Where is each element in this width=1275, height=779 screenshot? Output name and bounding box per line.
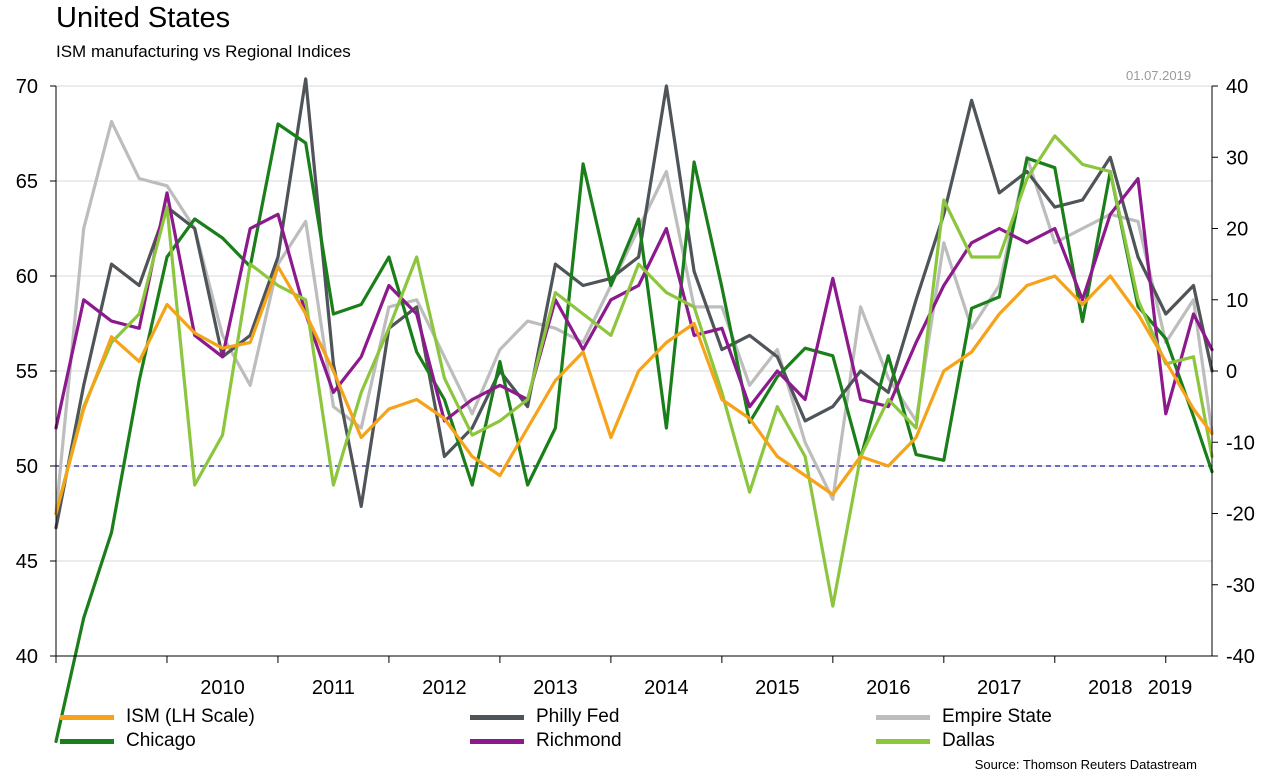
legend-label: Philly Fed xyxy=(536,706,620,727)
legend-label: ISM (LH Scale) xyxy=(126,706,255,727)
y-right-tick-label: 40 xyxy=(1226,76,1248,98)
legend-label: Richmond xyxy=(536,730,622,751)
y-left-tick-label: 70 xyxy=(16,76,38,98)
y-right-tick-label: -10 xyxy=(1226,432,1255,454)
legend-item: ISM (LH Scale) xyxy=(60,706,255,728)
legend-swatch xyxy=(470,714,524,720)
y-right-tick-label: 20 xyxy=(1226,219,1248,241)
x-tick-label: 2013 xyxy=(533,677,578,699)
y-left-tick-label: 50 xyxy=(16,456,38,478)
y-right-tick-label: -30 xyxy=(1226,575,1255,597)
chart-title: United States xyxy=(56,2,231,34)
legend-item: Richmond xyxy=(470,730,622,752)
y-left-tick-label: 55 xyxy=(16,361,38,383)
x-tick-label: 2016 xyxy=(866,677,911,699)
x-tick-label: 2019 xyxy=(1148,677,1193,699)
x-tick-label: 2014 xyxy=(644,677,689,699)
y-left-tick-label: 40 xyxy=(16,646,38,668)
legend-item: Philly Fed xyxy=(470,706,619,728)
x-tick-label: 2017 xyxy=(977,677,1022,699)
y-right-tick-label: -40 xyxy=(1226,646,1255,668)
x-tick-label: 2018 xyxy=(1088,677,1133,699)
series-line-richmond xyxy=(54,177,1214,430)
source-note: Source: Thomson Reuters Datastream xyxy=(974,757,1197,772)
legend-label: Chicago xyxy=(126,730,196,751)
legend-swatch xyxy=(470,738,524,744)
y-right-tick-label: -20 xyxy=(1226,504,1255,526)
legend-item: Dallas xyxy=(876,730,995,752)
y-left-tick-label: 45 xyxy=(16,551,38,573)
x-tick-label: 2015 xyxy=(755,677,800,699)
y-right-tick-label: 30 xyxy=(1226,147,1248,169)
legend-item: Chicago xyxy=(60,730,196,752)
chart-date: 01.07.2019 xyxy=(1126,68,1192,83)
y-left-tick-label: 60 xyxy=(16,266,38,288)
legend-item: Empire State xyxy=(876,706,1052,728)
legend-swatch xyxy=(60,714,114,720)
legend-label: Dallas xyxy=(942,730,995,751)
legend-swatch xyxy=(876,714,930,720)
y-right-tick-label: 10 xyxy=(1226,290,1248,312)
x-tick-label: 2011 xyxy=(312,677,355,699)
series-line-philly-fed xyxy=(54,77,1214,530)
legend-swatch xyxy=(60,738,114,744)
chart-subtitle: ISM manufacturing vs Regional Indices xyxy=(56,42,351,61)
legend-label: Empire State xyxy=(942,706,1052,727)
x-tick-label: 2010 xyxy=(200,677,245,699)
series-line-dallas xyxy=(54,134,1214,608)
legend-swatch xyxy=(876,738,930,744)
x-tick-label: 2012 xyxy=(422,677,467,699)
y-left-tick-label: 65 xyxy=(16,171,38,193)
series-line-chicago xyxy=(54,122,1214,744)
series-line-ism-lh-scale xyxy=(54,264,1214,516)
y-right-tick-label: 0 xyxy=(1226,361,1237,383)
